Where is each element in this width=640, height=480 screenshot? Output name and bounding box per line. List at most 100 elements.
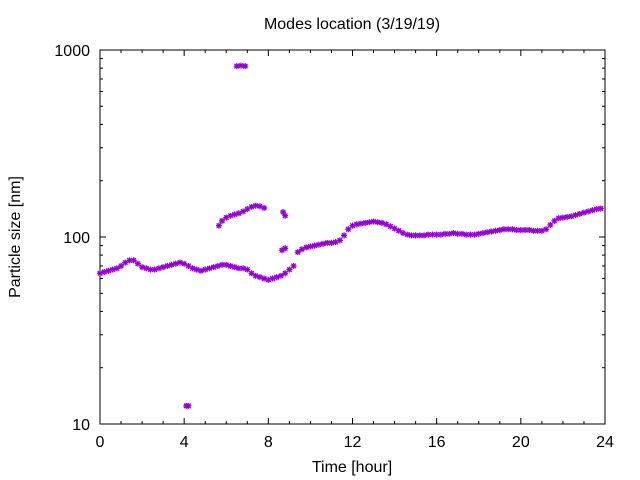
data-point [176,259,183,266]
data-point [572,212,579,219]
data-point [526,227,533,234]
data-point [543,226,550,233]
data-point [282,245,289,252]
data-point [353,221,360,228]
data-point [370,218,377,225]
data-point [223,261,230,268]
data-point [509,226,516,233]
data-point [202,266,209,273]
chart-title: Modes location (3/19/19) [264,16,440,33]
data-point [227,262,234,269]
data-point [589,207,596,214]
data-point [282,212,289,219]
data-point [280,209,287,216]
data-point [210,264,217,271]
data-point [126,257,133,264]
data-point [193,266,200,273]
data-point [404,231,411,238]
data-point [307,243,314,250]
x-tick-label: 16 [428,434,446,451]
data-point [279,247,286,254]
data-point [585,208,592,215]
data-point [248,203,255,210]
data-point [471,231,478,238]
data-point [450,230,457,237]
data-point [160,264,167,271]
x-tick-label: 24 [596,434,614,451]
data-point [242,63,249,70]
data-point [362,219,369,226]
data-point [113,265,120,272]
data-point [290,262,297,269]
data-point [252,202,259,209]
data-point [164,262,171,269]
data-point [488,228,495,235]
data-point [303,244,310,251]
data-point [395,227,402,234]
data-point [231,264,238,271]
data-point [185,402,192,409]
data-point [341,232,348,239]
data-point [345,226,352,233]
data-point [277,272,284,279]
data-point [336,237,343,244]
data-point [172,260,179,267]
data-point [248,270,255,277]
data-point [155,265,162,272]
data-point [185,262,192,269]
data-point [219,217,226,224]
data-point [530,227,537,234]
data-point [496,227,503,234]
y-axis-label: Particle size [nm] [7,176,24,298]
data-point [467,231,474,238]
y-tick-label: 1000 [54,43,90,60]
x-tick-label: 0 [96,434,105,451]
x-tick-label: 20 [512,434,530,451]
x-tick-label: 4 [180,434,189,451]
data-point [484,229,491,236]
data-point [286,266,293,273]
data-point [425,231,432,238]
y-tick-label: 10 [72,417,90,434]
data-point [261,204,268,211]
data-point [547,221,554,228]
data-point [597,205,604,212]
minor-ticks [100,50,605,424]
data-point [214,262,221,269]
data-point [256,203,263,210]
data-point [139,264,146,271]
data-point [105,267,112,274]
data-point [551,217,558,224]
data-point [252,272,259,279]
data-point [244,266,251,273]
x-axis-label: Time [hour] [312,459,392,476]
data-point [492,227,499,234]
data-point [294,249,301,256]
x-axis: 0 4 8 12 16 20 24 [96,50,614,451]
data-point [237,62,244,69]
data-point [593,206,600,213]
data-point [421,232,428,239]
data-point [168,261,175,268]
data-point [118,262,125,269]
data-point [366,219,373,226]
data-points [97,62,604,409]
x-tick-label: 8 [264,434,273,451]
data-point [134,260,141,267]
data-point [458,230,465,237]
data-point [215,222,222,229]
data-point [240,265,247,272]
y-axis: 10 100 1000 [54,43,605,434]
x-tick-label: 12 [344,434,362,451]
data-point [479,230,486,237]
data-point [437,231,444,238]
y-tick-label: 100 [63,230,90,247]
data-point [130,257,137,264]
data-point [206,265,213,272]
data-point [282,270,289,277]
data-point [446,230,453,237]
data-point [357,220,364,227]
data-point [240,208,247,215]
data-point [374,219,381,226]
